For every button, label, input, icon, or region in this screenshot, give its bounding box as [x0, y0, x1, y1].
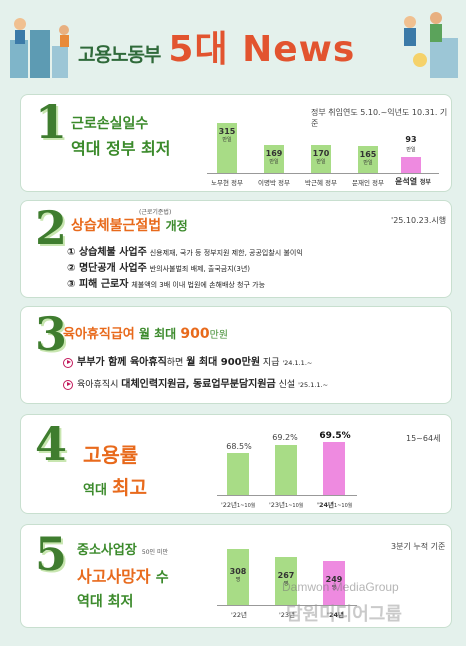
x-label: 노무현 정부 — [211, 179, 243, 187]
list-item: ③ 피해 근로자 체불액의 3배 이내 법원에 손해배상 청구 가능 — [67, 279, 266, 290]
bar-value: 68.5% — [226, 442, 252, 451]
axis-line — [217, 605, 357, 606]
x-label: '22년1~10월 — [221, 501, 256, 509]
bar-1-moon: 165 만일 — [358, 146, 378, 173]
axis-line — [217, 495, 357, 496]
x-label: 이명박 정부 — [258, 179, 290, 187]
list-item: ① 상습체불 사업주 신용제재, 국가 등 정부지원 제한, 공공입찰시 불이익 — [67, 247, 303, 258]
bar-1-yoon — [401, 157, 421, 173]
bar-4-2023 — [275, 445, 297, 495]
section-2-title: 상습체불근절법 개정 — [71, 218, 188, 234]
x-label: '22년 — [231, 611, 248, 619]
bar-unit: 만일 — [363, 160, 373, 166]
section-5-line2: 사고사망자 수 — [77, 567, 169, 586]
x-label: '23년 — [279, 611, 296, 619]
bar-value: 69.2% — [272, 433, 298, 442]
bar-value: 169 — [265, 149, 283, 158]
bar-5-2023: 267 명 — [275, 557, 297, 605]
section-1-line1: 근로손실일수 — [71, 116, 149, 132]
section-2-card: 2 (근로기준법) 상습체불근절법 개정 '25.10.23.시행 ① 상습체불… — [20, 200, 452, 298]
section-3-card: 3 육아휴직급여 월 최대 900만원 부부가 함께 육아휴직하면 월 최대 9… — [20, 306, 452, 404]
bar-1-roh: 315 만일 — [217, 123, 237, 173]
axis-line — [207, 173, 439, 174]
section-5-line1: 중소사업장 50인 미만 — [77, 543, 169, 558]
bar-5-2022: 308 명 — [227, 549, 249, 605]
section-2-title-small: (근로기준법) — [139, 209, 172, 216]
bar-5-2024: 249 명 — [323, 561, 345, 605]
x-label: 문재인 정부 — [352, 179, 384, 187]
title-ministry: 고용노동부 — [78, 44, 161, 66]
workers-illustration — [404, 12, 458, 78]
section-5-card: 5 중소사업장 50인 미만 사고사망자 수 역대 최저 3분기 누적 기준 3… — [20, 524, 452, 628]
header: 고용노동부 5대 News — [0, 0, 466, 88]
section-2-note: '25.10.23.시행 — [391, 216, 447, 225]
list-item: ② 명단공개 사업주 반의사불벌죄 배제, 출국금지(3년) — [67, 263, 251, 274]
section-1-line2: 역대 정부 최저 — [71, 139, 171, 158]
bar-4-2022 — [227, 453, 249, 495]
bar-value: 165 — [359, 150, 377, 159]
list-item: 육아휴직시 대체인력지원금, 동료업무분담지원금 신설 '25.1.1.~ — [63, 375, 328, 390]
bar-value: 315 — [218, 127, 236, 136]
section-5-note: 3분기 누적 기준 — [391, 542, 446, 551]
x-label: '24년 — [327, 611, 345, 619]
bar-value: 170 — [312, 149, 330, 158]
section-4-line1: 고용률 — [83, 443, 139, 467]
bar-unit: 만일 — [269, 159, 279, 165]
section-2-number: 2 — [35, 201, 68, 255]
section-4-line2: 역대 최고 — [83, 477, 147, 499]
section-5-number: 5 — [35, 527, 68, 581]
page-title: 고용노동부 5대 News — [78, 20, 398, 70]
section-4-card: 4 고용률 역대 최고 15~64세 68.5% 69.2% 69.5% '22… — [20, 414, 452, 514]
section-1-number: 1 — [35, 95, 68, 149]
watermark-ko: 담원미디어그룹 — [286, 604, 402, 625]
bar-4-2024 — [323, 442, 345, 495]
bar-unit: 만일 — [222, 137, 232, 143]
list-item: 부부가 함께 육아휴직하면 월 최대 900만원 지급 '24.1.1.~ — [63, 353, 312, 368]
watermark-en: Damwon MediaGroup — [282, 580, 399, 594]
bar-1-park: 170 만일 — [311, 145, 331, 173]
section-3-number: 3 — [35, 307, 68, 361]
section-3-title: 육아휴직급여 월 최대 900만원 — [63, 326, 228, 342]
section-4-number: 4 — [35, 417, 68, 471]
section-5-line3: 역대 최저 — [77, 594, 134, 610]
play-icon — [63, 357, 73, 368]
bar-1-yoon-value: 93 만일 — [405, 135, 417, 153]
section-4-note: 15~64세 — [406, 434, 441, 443]
play-icon — [63, 379, 73, 390]
bar-value: 69.5% — [319, 431, 351, 441]
bar-1-lee: 169 만일 — [264, 145, 284, 173]
x-label: 윤석열 정부 — [395, 177, 431, 186]
title-news: 5대 News — [168, 29, 356, 70]
x-label: 박근혜 정부 — [305, 179, 337, 187]
city-buildings-illustration — [10, 18, 69, 78]
bar-unit: 만일 — [316, 159, 326, 165]
section-1-note: 정부 취임연도 5.10.~익년도 10.31. 기준 — [311, 108, 448, 128]
x-label: '23년1~10월 — [269, 501, 304, 509]
section-1-card: 1 근로손실일수 역대 정부 최저 정부 취임연도 5.10.~익년도 10.3… — [20, 94, 452, 192]
x-label: '24년1~10월 — [317, 501, 353, 509]
